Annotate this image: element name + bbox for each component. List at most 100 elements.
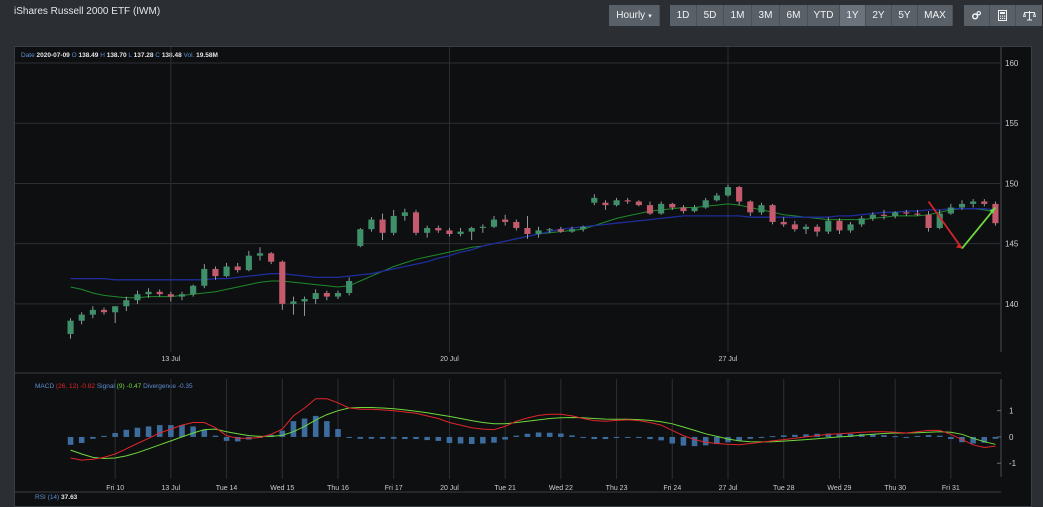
divergence-bar [156, 425, 163, 437]
candle-body [802, 226, 810, 230]
divergence-bar [936, 435, 943, 437]
price-tick-label: 155 [1005, 119, 1019, 128]
candle-body [958, 203, 966, 208]
divergence-bar [981, 436, 988, 443]
range-button-5y[interactable]: 5Y [892, 5, 918, 26]
range-button-ytd[interactable]: YTD [808, 5, 840, 26]
date-value: 2020-07-09 [36, 52, 70, 59]
candle-body [580, 226, 587, 230]
open-value: 138.49 [78, 52, 99, 59]
interval-label: Hourly [616, 10, 646, 21]
divergence-bar [435, 436, 442, 441]
divergence-bar [836, 433, 843, 437]
range-button-1m[interactable]: 1M [724, 5, 752, 26]
divergence-bar [524, 433, 531, 437]
candle-body [992, 203, 999, 224]
caret-down-icon: ▾ [648, 12, 652, 20]
candle-body [89, 309, 96, 315]
divergence-bar [925, 435, 932, 437]
divergence-bar [747, 436, 754, 439]
candle-body [234, 266, 241, 271]
candle-body [814, 226, 821, 232]
divergence-bar [168, 425, 174, 437]
divergence-bar [268, 434, 274, 437]
price-tick-label: 140 [1005, 300, 1019, 309]
range-button-1y[interactable]: 1Y [840, 5, 866, 26]
candle-body [368, 219, 375, 230]
candle-body [479, 226, 486, 228]
range-button-max[interactable]: MAX [918, 5, 953, 26]
open-label: O [71, 52, 77, 59]
divergence-bar [870, 434, 876, 437]
range-button-2y[interactable]: 2Y [866, 5, 892, 26]
chart-panel: Date 2020-07-09 O 138.49 H 138.70 L 137.… [14, 46, 1032, 507]
page-title: iShares Russell 2000 ETF (IWM) [14, 6, 161, 17]
candle-body [936, 213, 943, 228]
macd-x-tick-label: 20 Jul [440, 485, 459, 492]
rsi-value: 37.63 [61, 494, 78, 501]
close-label: C [155, 52, 160, 59]
divergence-bar [780, 435, 787, 437]
macd-x-tick-label: Thu 16 [327, 485, 349, 492]
divergence-bar [290, 421, 297, 437]
divergence-bar [190, 426, 196, 437]
candle-body [312, 293, 319, 300]
divergence-bar [457, 436, 464, 444]
candle-body [468, 227, 475, 232]
divergence-bar [970, 436, 976, 444]
divergence-bar [580, 436, 586, 438]
divergence-bar [123, 429, 130, 437]
divergence-bar [758, 436, 765, 438]
divergence-bar [535, 432, 542, 437]
candle-body [268, 253, 275, 262]
macd-x-tick-label: Thu 23 [606, 485, 628, 492]
candle-body [190, 285, 197, 295]
volume-value: 19.58M [196, 52, 218, 59]
chart-svg[interactable]: 140 145 150 155 160 13 Jul 20 Jul 27 Jul -1 0 1 Fri… [15, 47, 1031, 506]
candle-body [557, 229, 564, 232]
candle-body [357, 229, 364, 247]
macd-legend: MACD (26, 12) -0.82 Signal (9) -0.47 Div… [35, 383, 193, 390]
macd-x-tick-label: Wed 22 [549, 485, 573, 492]
candle-body [892, 212, 899, 216]
range-button-6m[interactable]: 6M [780, 5, 808, 26]
interval-dropdown[interactable]: Hourly ▾ [609, 5, 660, 26]
candle-body [724, 187, 732, 196]
candle-body [646, 205, 654, 214]
calculator-icon[interactable] [990, 5, 1016, 26]
candle-body [635, 201, 642, 206]
rsi-legend: RSI (14) 37.63 [35, 494, 77, 501]
rsi-name: RSI [35, 494, 46, 501]
candle-body [134, 294, 141, 301]
range-button-1d[interactable]: 1D [670, 5, 697, 26]
candle-body [591, 197, 598, 203]
scale-glyph-icon [1022, 11, 1036, 21]
candle-body [836, 220, 843, 231]
divergence-bar [881, 435, 887, 437]
candle-body [825, 220, 832, 232]
balance-scale-icon[interactable] [1016, 5, 1042, 26]
macd-line [70, 398, 996, 461]
up-arrow-head [989, 207, 996, 214]
divergence-bar [613, 436, 620, 438]
divergence-bar [591, 436, 598, 440]
price-x-tick-label: 13 Jul [162, 356, 181, 363]
divergence-bar [502, 436, 508, 440]
divergence-bar [636, 436, 642, 438]
price-x-tick-label: 27 Jul [719, 356, 738, 363]
divergence-bar [413, 436, 419, 440]
macd-params: (26, 12) [55, 383, 79, 390]
divergence-value: -0.35 [177, 383, 193, 390]
range-button-5d[interactable]: 5D [697, 5, 724, 26]
down-arrow-head [956, 243, 962, 249]
candle-body [201, 268, 208, 286]
macd-x-tick-label: Fri 24 [663, 485, 681, 492]
candle-body [747, 201, 754, 213]
divergence-bar [948, 436, 954, 440]
candle-body [981, 201, 988, 204]
candle-body [112, 306, 119, 313]
candle-body [758, 205, 765, 213]
range-button-3m[interactable]: 3M [752, 5, 780, 26]
settings-icon[interactable] [964, 5, 990, 26]
candle-body [390, 215, 397, 233]
